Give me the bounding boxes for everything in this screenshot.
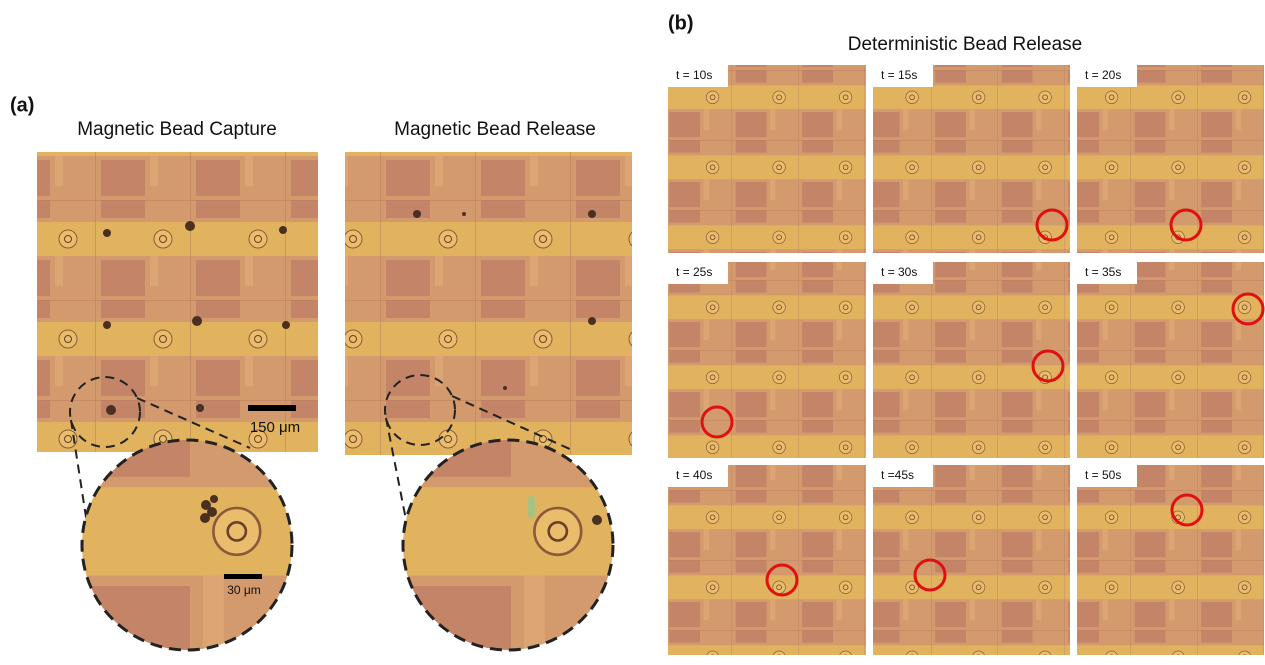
frame-label: t = 25s <box>676 265 712 279</box>
figure: (a) Magnetic Bead Capture Magnetic Bead … <box>0 0 1265 660</box>
zoom-view <box>82 440 613 650</box>
panel-label: (a) <box>10 94 34 116</box>
panel-label: (b) <box>668 12 694 34</box>
scale-label: 30 μm <box>227 583 261 597</box>
image-title: Magnetic Bead Capture <box>77 119 277 140</box>
frame-label: t = 35s <box>1085 265 1121 279</box>
micrograph <box>345 152 632 455</box>
frame-image <box>1077 465 1264 655</box>
frame-image <box>873 262 1070 458</box>
image-title: Magnetic Bead Release <box>394 119 596 140</box>
frame-label: t =45s <box>881 468 914 482</box>
frame-grid: t = 10s t = 15s t = 20s t = 25s t = 30s t = 3… <box>668 65 1264 655</box>
frame-label: t = 10s <box>676 68 712 82</box>
frame-image <box>668 262 866 458</box>
frame-label: t = 50s <box>1085 468 1121 482</box>
frame-label: t = 20s <box>1085 68 1121 82</box>
frame-image <box>668 465 866 655</box>
frame-image <box>873 65 1070 253</box>
frame-image <box>873 465 1070 655</box>
frame-label: t = 15s <box>881 68 917 82</box>
frame-image <box>1077 262 1264 458</box>
frame-label: t = 40s <box>676 468 712 482</box>
scale-label: 150 μm <box>250 419 300 436</box>
frame-image <box>668 65 866 253</box>
scale-bar <box>224 574 262 579</box>
panel-title: Deterministic Bead Release <box>848 34 1082 55</box>
scale-bar <box>248 405 296 411</box>
frame-label: t = 30s <box>881 265 917 279</box>
